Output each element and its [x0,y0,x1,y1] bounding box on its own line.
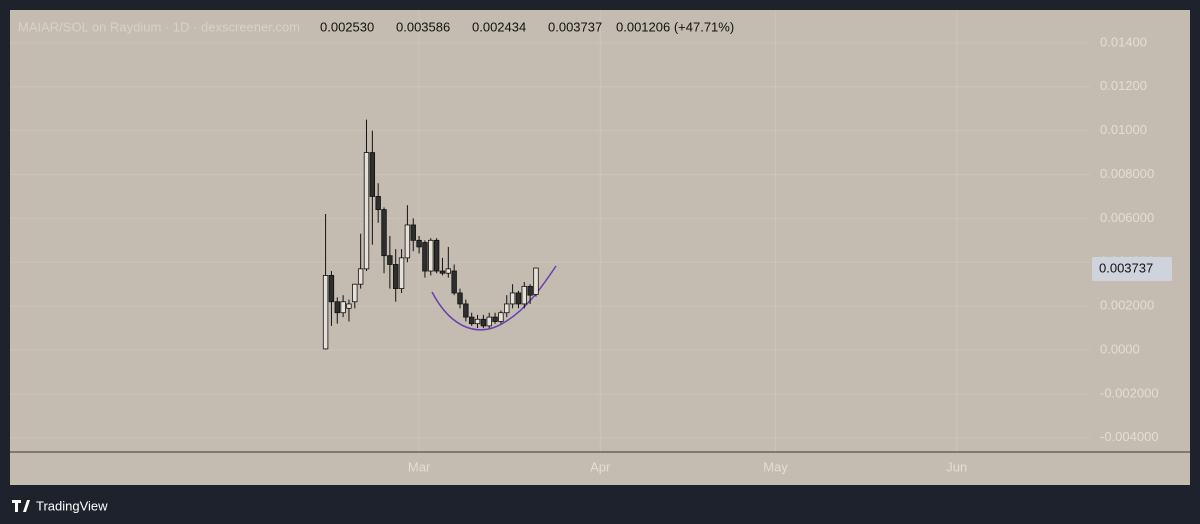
candle-body [515,292,522,305]
candles [322,119,539,350]
axes: 0.01400 0.01200 0.01000 0.008000 0.006000 0.0… [408,34,1159,474]
candle-body [474,318,481,325]
candle-body [416,239,422,248]
candle-body [352,283,358,303]
y-tick-label: 0.01200 [1100,78,1147,93]
x-tick-label: Mar [408,459,431,474]
low-label: 0.002434 [472,19,526,34]
candle-body [527,285,533,296]
candle-body [457,292,463,305]
y-tick-label: -0.002000 [1100,385,1159,400]
candle-body [533,267,539,295]
candle-body [509,292,516,305]
candle-body [486,316,492,327]
candle-body [433,239,440,272]
candle-body [504,303,510,314]
candle-body [498,312,504,322]
y-tick-label: 0.01400 [1100,34,1147,49]
candle-body [492,316,498,322]
candle-body [381,209,387,257]
candle-body [346,303,352,309]
pane [10,10,1190,485]
open-label: 0.002530 [320,19,374,34]
logo-icon [12,500,30,512]
candle-body [340,301,346,314]
candle-body [369,152,376,197]
drawn-curve [431,265,557,331]
candle-body [387,255,393,265]
brand: TradingView [36,498,108,513]
candle-body [521,285,527,305]
chart-title: MAIAR/SOL on Raydium · 1D · dexscreener.… [18,19,300,34]
y-tick-label: 0.002000 [1100,298,1154,313]
candle-body [439,270,446,274]
candle-body [428,239,434,272]
candle-body [463,303,469,318]
last-price-box [1092,257,1172,281]
candle-body [334,301,340,314]
candle-body [357,268,364,285]
candle-body [451,270,457,294]
candle-body [468,316,475,325]
change-label: 0.001206 (+47.71%) [616,19,734,34]
y-tick-label: 0.008000 [1100,166,1154,181]
y-tick-label: -0.004000 [1100,429,1159,444]
candle-body [398,257,405,289]
x-tick-label: May [763,459,788,474]
candle-body [480,318,487,327]
y-tick-label: 0.006000 [1100,210,1154,225]
y-tick-label: 0.0000 [1100,341,1140,356]
candle-body [328,275,335,303]
candle-body [363,152,370,270]
logo [12,500,30,512]
candle-body [375,196,381,211]
x-tick-label: Jun [946,459,967,474]
candle-body [404,224,411,259]
last-price-label: 0.003737 [1099,260,1153,275]
candle-body [422,242,428,272]
x-tick-label: Apr [590,459,611,474]
candle-body [445,268,452,274]
candle-body [393,264,399,289]
candle-body [410,224,416,241]
candle-body [322,275,329,350]
grid [10,10,1090,452]
close-label: 0.003737 [548,19,602,34]
high-label: 0.003586 [396,19,450,34]
y-tick-label: 0.01000 [1100,122,1147,137]
